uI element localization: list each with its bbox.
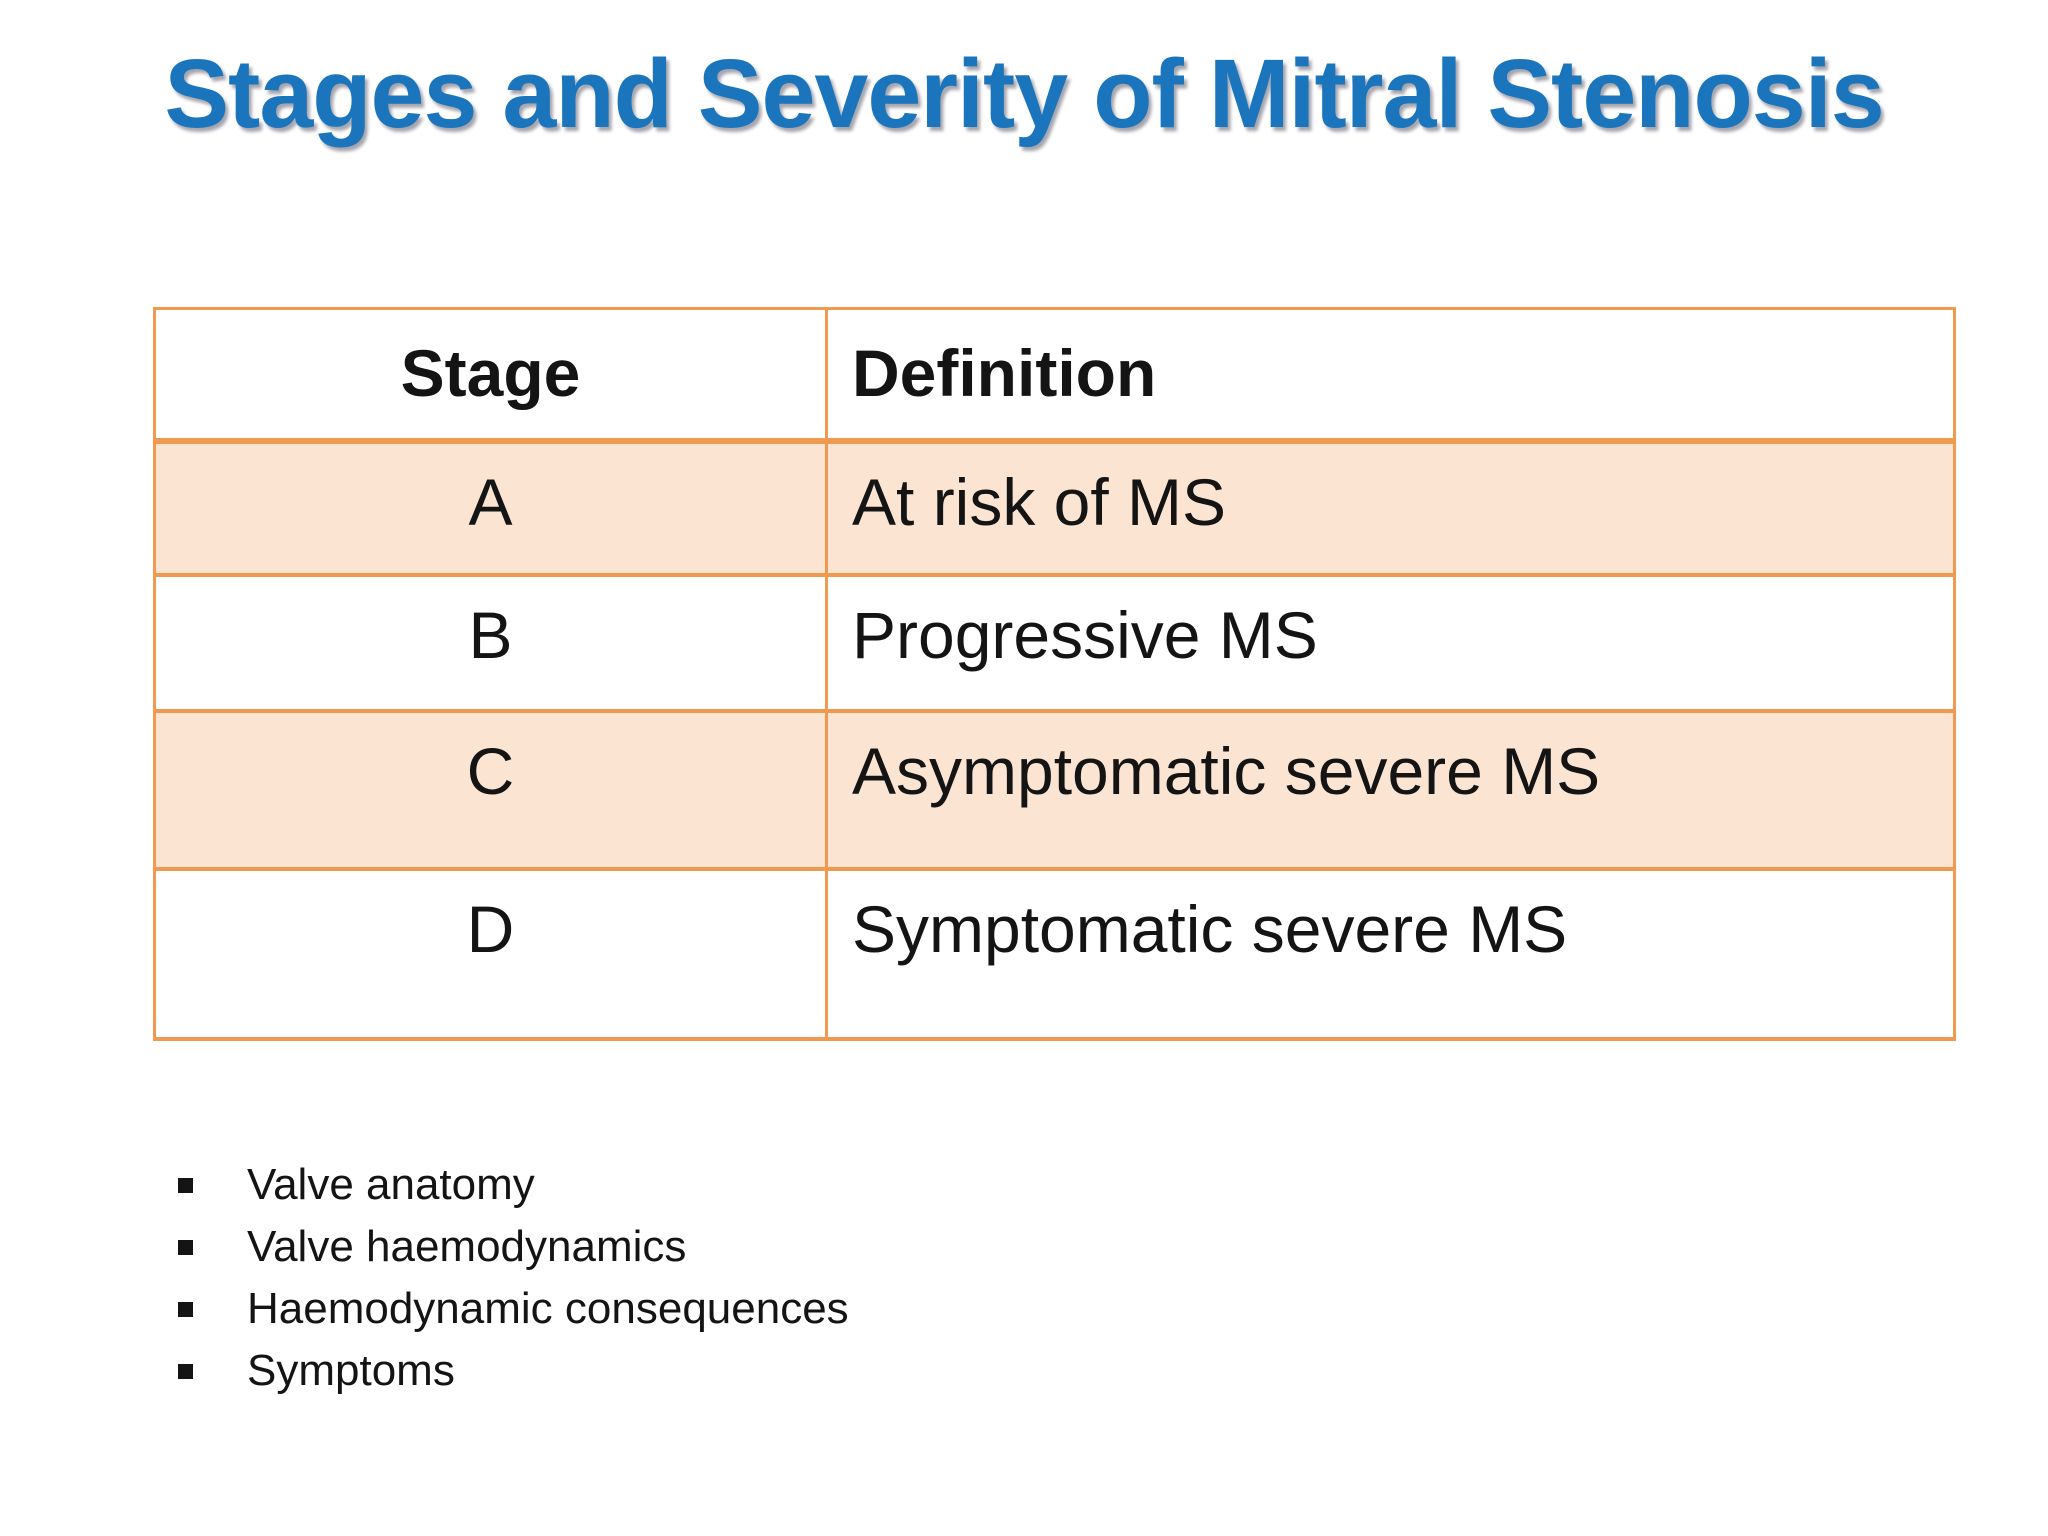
bullet-list: Valve anatomy Valve haemodynamics Haemodyn… xyxy=(178,1154,849,1402)
table-header-row: Stage Definition xyxy=(153,307,1956,444)
bullet-item: Valve anatomy xyxy=(178,1154,849,1216)
table-row: D Symptomatic severe MS xyxy=(153,866,1956,1041)
bullet-label: Haemodynamic consequences xyxy=(247,1284,849,1333)
definition-cell: Asymptomatic severe MS xyxy=(825,708,1956,871)
bullet-label: Valve anatomy xyxy=(247,1160,535,1209)
stage-column-header: Stage xyxy=(153,307,828,444)
table-row: C Asymptomatic severe MS xyxy=(153,708,1956,871)
slide-title: Stages and Severity of Mitral Stenosis xyxy=(164,39,1884,148)
stage-cell: D xyxy=(153,866,828,1041)
stage-cell: C xyxy=(153,708,828,871)
bullet-item: Symptoms xyxy=(178,1340,849,1402)
stage-cell: A xyxy=(153,438,828,577)
bullet-square-icon xyxy=(178,1363,193,1379)
bullet-label: Valve haemodynamics xyxy=(247,1222,687,1271)
definition-cell: Symptomatic severe MS xyxy=(825,866,1956,1041)
stage-cell: B xyxy=(153,572,828,713)
definition-column-header: Definition xyxy=(825,307,1956,444)
bullet-square-icon xyxy=(178,1301,193,1317)
bullet-label: Symptoms xyxy=(247,1346,455,1395)
table-row: B Progressive MS xyxy=(153,572,1956,713)
bullet-item: Haemodynamic consequences xyxy=(178,1278,849,1340)
definition-cell: At risk of MS xyxy=(825,438,1956,577)
stages-table: Stage Definition A At risk of MS B Progress… xyxy=(153,307,1956,1041)
bullet-item: Valve haemodynamics xyxy=(178,1216,849,1278)
bullet-square-icon xyxy=(178,1239,193,1255)
bullet-square-icon xyxy=(178,1177,193,1193)
table-row: A At risk of MS xyxy=(153,438,1956,577)
definition-cell: Progressive MS xyxy=(825,572,1956,713)
